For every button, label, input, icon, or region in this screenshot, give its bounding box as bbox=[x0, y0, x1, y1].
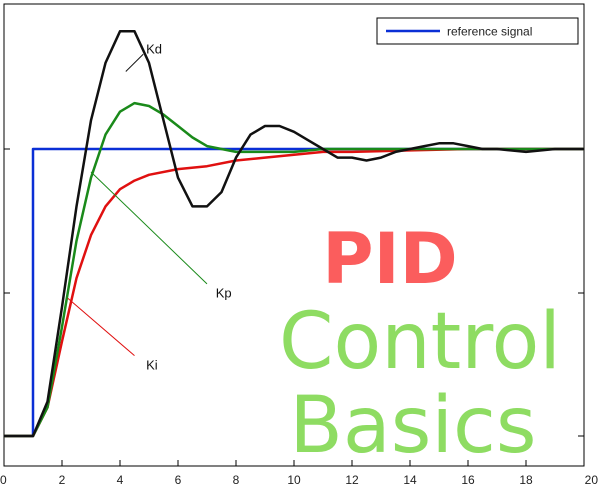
annotation-kp: Kp bbox=[216, 286, 232, 301]
x-tick-label: 2 bbox=[59, 473, 66, 487]
leader-ki bbox=[67, 297, 135, 357]
series-line-kp bbox=[4, 101, 584, 438]
series-line-kd bbox=[4, 30, 584, 438]
title-word-pid: PID bbox=[322, 218, 457, 300]
x-tick-label: 10 bbox=[287, 473, 301, 487]
x-tick-label: 6 bbox=[175, 473, 182, 487]
x-tick-label: 16 bbox=[461, 473, 475, 487]
x-tick-label: 14 bbox=[403, 473, 417, 487]
title-word-control: Control bbox=[279, 297, 561, 387]
legend: reference signal bbox=[376, 17, 579, 45]
x-tick-label: 18 bbox=[519, 473, 533, 487]
annotation-ki: Ki bbox=[146, 357, 158, 372]
legend-label-reference: reference signal bbox=[447, 25, 532, 39]
series-layer bbox=[4, 30, 584, 438]
x-axis-ticks: 0 2 4 6 8 10 12 14 16 18 20 bbox=[0, 460, 598, 487]
x-tick-label: 20 bbox=[585, 473, 599, 487]
x-tick-label: 0 bbox=[0, 473, 7, 487]
leader-kd bbox=[125, 53, 144, 72]
series-line-ki bbox=[4, 147, 584, 438]
x-tick-label: 12 bbox=[345, 473, 359, 487]
annotation-leaders bbox=[67, 53, 208, 357]
leader-kp bbox=[90, 171, 208, 285]
x-tick-label: 8 bbox=[233, 473, 240, 487]
annotation-kd: Kd bbox=[146, 42, 162, 57]
annotation-labels: Kd Kp Ki bbox=[146, 42, 232, 373]
title-word-basics: Basics bbox=[289, 381, 536, 471]
legend-box bbox=[376, 17, 579, 45]
x-tick-label: 4 bbox=[117, 473, 124, 487]
